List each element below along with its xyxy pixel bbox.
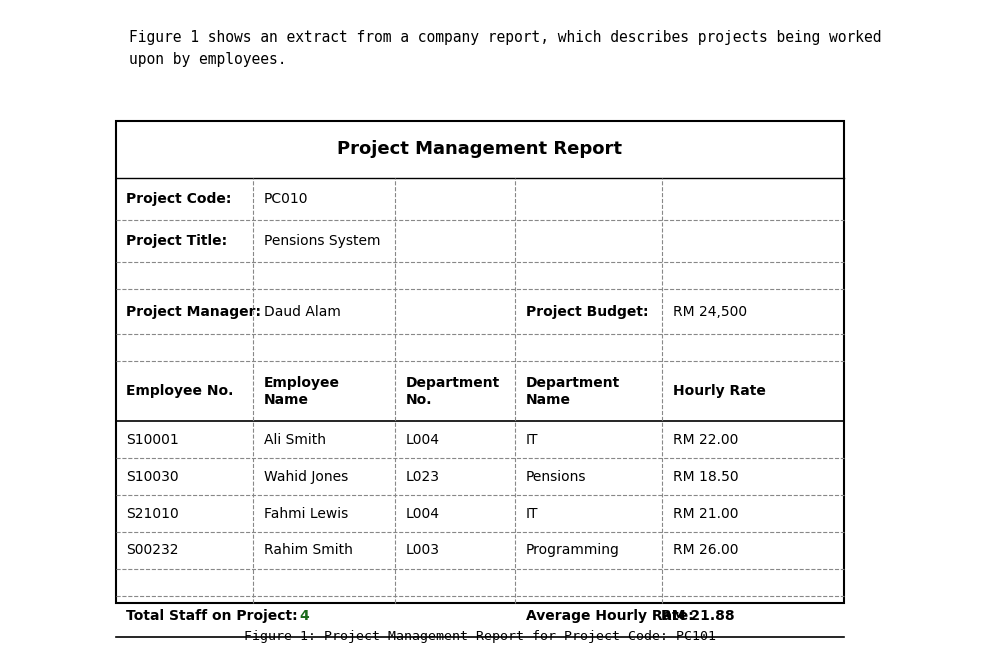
Text: Wahid Jones: Wahid Jones [263,470,348,484]
Text: Hourly Rate: Hourly Rate [671,385,765,398]
Text: RM 21.00: RM 21.00 [671,507,738,521]
Text: Average Hourly Rate:: Average Hourly Rate: [526,610,693,623]
Text: Department
No.: Department No. [405,376,500,407]
Text: Figure 1: Project Management Report for Project Code: PC101: Figure 1: Project Management Report for … [244,630,715,643]
Text: Project Management Report: Project Management Report [337,140,621,158]
Text: L023: L023 [405,470,440,484]
Text: RM 18.50: RM 18.50 [671,470,738,484]
Text: Programming: Programming [526,543,619,557]
Text: S00232: S00232 [126,543,178,557]
Text: Pensions: Pensions [526,470,586,484]
Text: Project Title:: Project Title: [126,234,227,248]
Text: IT: IT [526,507,538,521]
Text: Rahim Smith: Rahim Smith [263,543,352,557]
Text: Ali Smith: Ali Smith [263,433,325,447]
Text: Project Manager:: Project Manager: [126,305,261,318]
Text: Fahmi Lewis: Fahmi Lewis [263,507,348,521]
Text: L004: L004 [405,433,440,447]
Text: RM 21.88: RM 21.88 [661,610,734,623]
Text: S10001: S10001 [126,433,178,447]
Text: PC010: PC010 [263,192,308,206]
Text: Figure 1 shows an extract from a company report, which describes projects being : Figure 1 shows an extract from a company… [129,30,880,68]
Text: 4: 4 [299,610,309,623]
Text: S21010: S21010 [126,507,178,521]
Text: Project Budget:: Project Budget: [526,305,648,318]
Text: RM 22.00: RM 22.00 [671,433,738,447]
Text: Employee No.: Employee No. [126,385,234,398]
Text: RM 26.00: RM 26.00 [671,543,738,557]
Text: S10030: S10030 [126,470,178,484]
Text: Project Code:: Project Code: [126,192,232,206]
Text: Department
Name: Department Name [526,376,619,407]
Text: Total Staff on Project:: Total Staff on Project: [126,610,298,623]
Text: L004: L004 [405,507,440,521]
Text: Employee
Name: Employee Name [263,376,339,407]
Text: Pensions System: Pensions System [263,234,380,248]
Text: Daud Alam: Daud Alam [263,305,340,318]
Text: L003: L003 [405,543,440,557]
Text: IT: IT [526,433,538,447]
Text: RM 24,500: RM 24,500 [671,305,746,318]
